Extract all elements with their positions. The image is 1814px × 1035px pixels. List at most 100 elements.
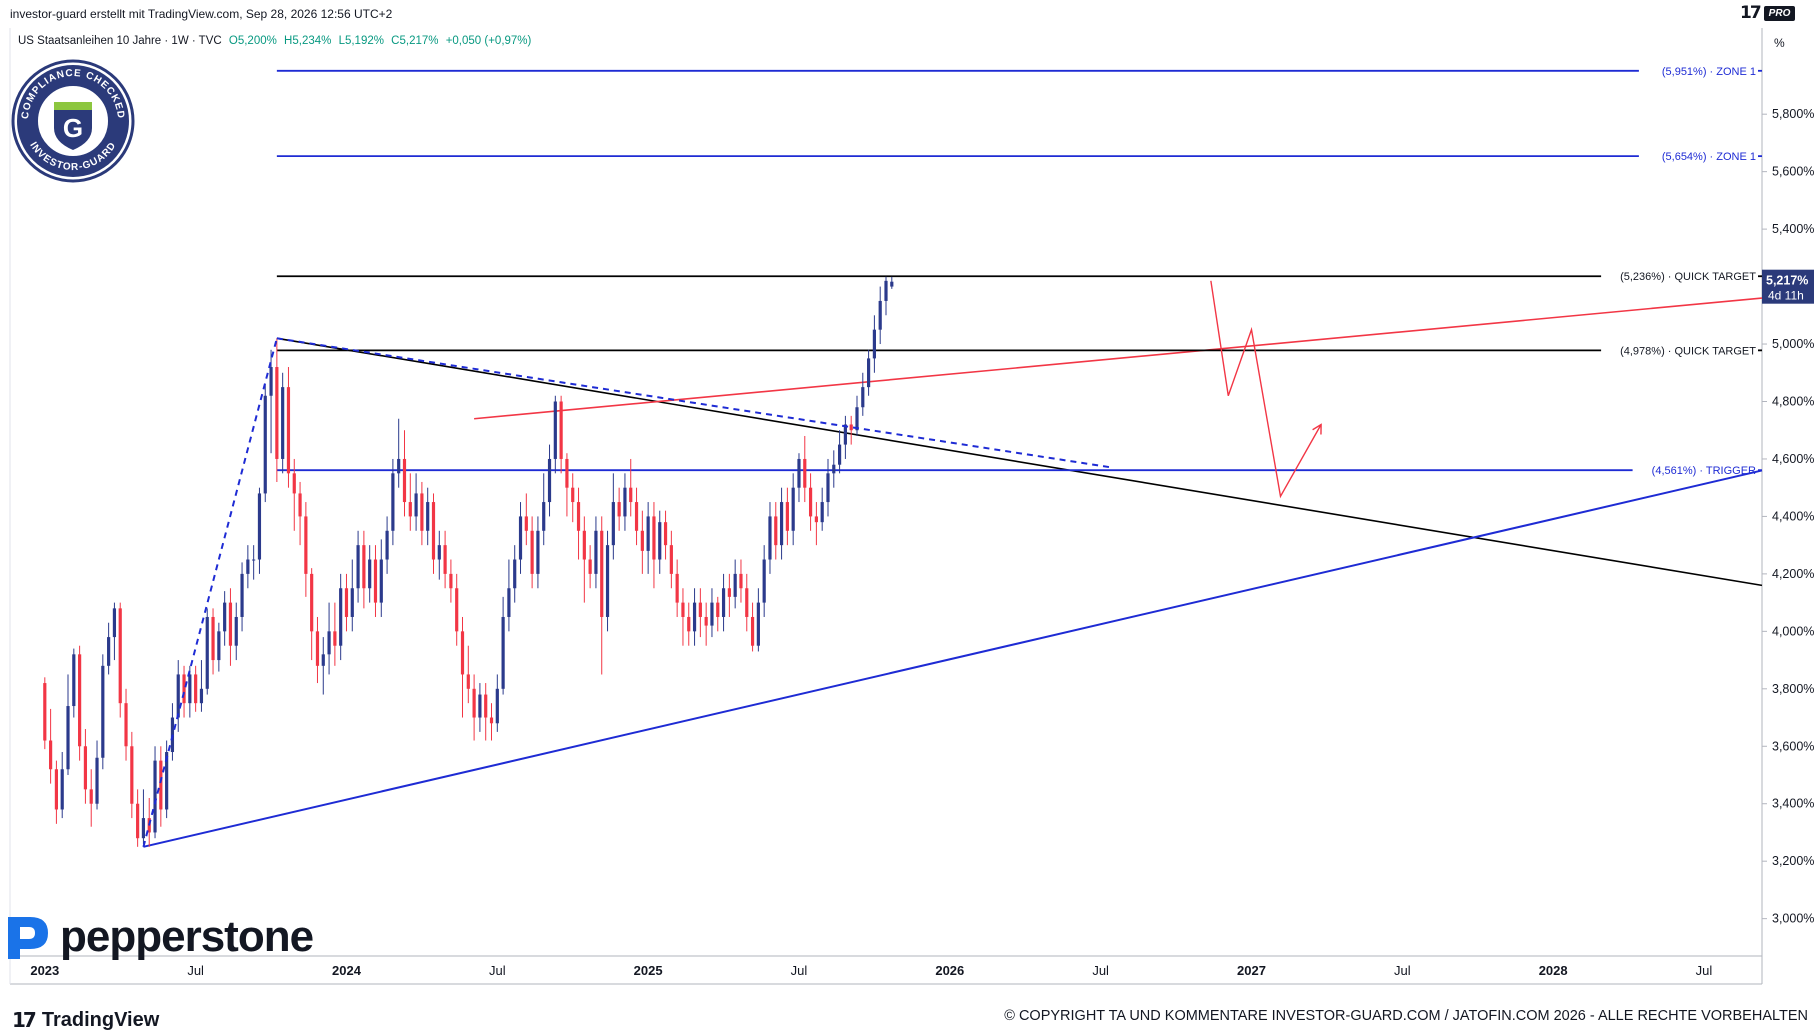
candle-body	[211, 616, 215, 661]
tradingview-wordmark: TradingView	[41, 1008, 160, 1031]
candle-body	[565, 458, 569, 488]
y-tick-label: 3,600%	[1772, 739, 1814, 753]
candle-body	[49, 740, 53, 770]
candle-body	[837, 444, 842, 465]
candle-body	[669, 545, 673, 574]
candle-body	[559, 401, 563, 459]
trendline-blue-dashed-rally	[142, 338, 278, 848]
candle-body	[478, 694, 482, 718]
candle-body	[594, 530, 598, 574]
x-tick-label: Jul	[791, 963, 808, 978]
current-price-value: 5,217%	[1766, 274, 1808, 288]
candle-body	[107, 637, 111, 666]
stamp-letter: G	[63, 113, 83, 143]
trendline-resistance-downtrend	[276, 337, 1763, 587]
axis-unit: %	[1774, 36, 1785, 50]
candle-body	[756, 602, 760, 646]
candle-body	[553, 401, 557, 459]
candle-body	[588, 559, 592, 574]
x-tick-label: Jul	[187, 963, 204, 978]
level-label: (4,978%) · QUICK TARGET	[1620, 345, 1756, 357]
candle-body	[257, 493, 262, 560]
candle-body	[495, 688, 499, 724]
candle-body	[623, 487, 627, 517]
candle-body	[582, 530, 586, 560]
x-tick-label: Jul	[1092, 963, 1109, 978]
candle-body	[275, 367, 279, 459]
candle-body	[634, 502, 639, 531]
candle-body	[640, 530, 644, 551]
candle-body	[890, 281, 894, 287]
candle-body	[414, 493, 418, 517]
candle-body	[315, 631, 320, 666]
candle-body	[785, 502, 789, 531]
candle-body	[130, 746, 134, 804]
candle-body	[774, 516, 778, 546]
candle-body	[861, 387, 865, 408]
candle-body	[252, 559, 256, 561]
candle-body	[675, 573, 679, 603]
candle-body	[356, 545, 360, 589]
candle-body	[878, 300, 882, 330]
candle-body	[431, 502, 436, 560]
candle-body	[681, 602, 685, 617]
ohlc-open: O5,200%	[228, 35, 277, 47]
level-label: (5,654%) · ZONE 1	[1662, 151, 1756, 163]
symbol-legend[interactable]: US Staatsanleihen 10 Jahre · 1W · TVC O5…	[18, 35, 535, 47]
ohlc-change: +0,050 (+0,97%)	[445, 35, 532, 47]
candle-body	[733, 573, 737, 597]
pro-label: PRO	[1763, 5, 1796, 21]
trendline-support-uptrend	[143, 469, 1763, 848]
y-tick-label: 5,000%	[1772, 337, 1814, 351]
candle-body	[112, 608, 117, 638]
candle-body	[199, 688, 204, 704]
candle-body	[524, 516, 528, 531]
x-tick-label: 2026	[935, 963, 964, 978]
current-price-countdown: 4d 11h	[1768, 289, 1804, 303]
current-price-tag	[1762, 269, 1814, 304]
candle-body	[605, 545, 610, 617]
candle-body	[95, 757, 99, 804]
candle-body	[820, 502, 824, 523]
projection-arrowhead	[1312, 423, 1322, 435]
trendline-blue-dashed-along-resistance	[276, 337, 1113, 469]
candle-body	[507, 588, 511, 617]
candle-body	[716, 602, 720, 617]
candle-body	[513, 559, 517, 589]
pepperstone-p-icon	[8, 917, 48, 959]
candle-body	[646, 516, 650, 551]
candle-body	[629, 487, 633, 503]
candle-body	[687, 616, 691, 632]
candle-body	[165, 752, 169, 810]
candle-body	[704, 616, 708, 626]
candle-body	[72, 654, 76, 707]
candle-body	[872, 329, 876, 359]
candle-body	[867, 358, 871, 388]
compliance-stamp-icon: COMPLIANCE CHECKED INVESTOR-GUARD G	[11, 59, 135, 183]
candle-body	[78, 654, 82, 747]
candle-body	[368, 559, 372, 589]
level-label: (4,561%) · TRIGGER	[1652, 465, 1756, 477]
y-tick-label: 3,200%	[1772, 854, 1814, 868]
tradingview-pro-badge[interactable]: 17 PRO	[1740, 3, 1796, 23]
tradingview-footer-logo[interactable]: 17 TradingView	[12, 1008, 159, 1032]
price-chart[interactable]: 5,800%5,600%5,400%5,200%5,000%4,800%4,60…	[0, 28, 1814, 1028]
ohlc-high: H5,234%	[284, 35, 332, 47]
candle-body	[240, 573, 244, 617]
candle-body	[710, 602, 714, 626]
x-tick-label: 2025	[634, 963, 663, 978]
candle-body	[141, 818, 146, 839]
y-tick-label: 5,400%	[1772, 222, 1814, 236]
candle-body	[286, 387, 291, 474]
pepperstone-logo: pepperstone	[0, 912, 314, 962]
candle-body	[385, 530, 389, 560]
candle-body	[344, 588, 349, 617]
candle-body	[223, 602, 227, 632]
candle-body	[379, 559, 383, 603]
ohlc-low: L5,192%	[338, 35, 384, 47]
candle-body	[281, 387, 285, 459]
candle-body	[571, 487, 575, 503]
candle-body	[246, 559, 250, 574]
candle-body	[362, 545, 366, 589]
trendline-red-rising-line	[474, 297, 1763, 420]
